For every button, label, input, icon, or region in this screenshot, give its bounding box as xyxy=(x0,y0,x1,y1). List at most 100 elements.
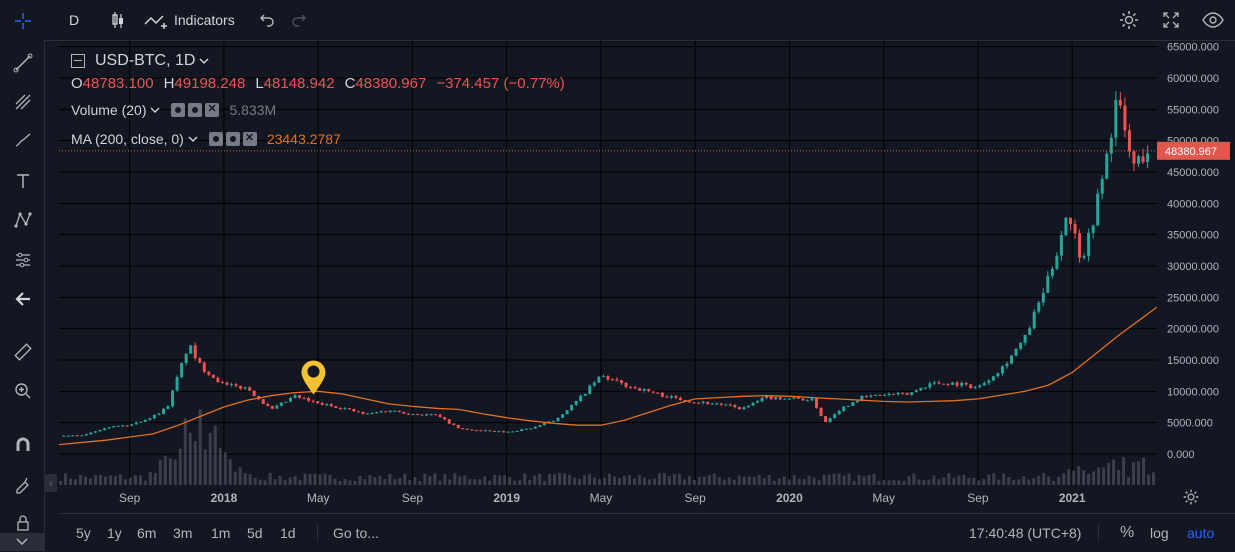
range-1d[interactable]: 1d xyxy=(280,525,296,541)
trend-line-icon[interactable] xyxy=(12,52,34,74)
percent-toggle[interactable]: % xyxy=(1120,524,1135,541)
time-axis-settings-button[interactable] xyxy=(1182,488,1200,509)
goto-button[interactable]: Go to... xyxy=(333,525,379,541)
chevron-down-icon[interactable] xyxy=(187,134,199,144)
candle-body xyxy=(642,389,646,391)
candle-body xyxy=(1100,178,1104,194)
volume-bar xyxy=(802,479,806,485)
candle-body xyxy=(334,406,338,408)
volume-bar xyxy=(93,474,97,485)
last-price-label: 48380.967 xyxy=(1165,146,1217,158)
gear-icon[interactable] xyxy=(225,132,240,146)
volume-bar xyxy=(568,474,572,485)
auto-toggle[interactable]: auto xyxy=(1187,525,1215,541)
candle-body xyxy=(742,407,746,410)
crosshair-icon[interactable] xyxy=(12,10,34,32)
high-key: H xyxy=(163,75,175,92)
settings-button[interactable] xyxy=(1118,0,1140,40)
range-5y[interactable]: 5y xyxy=(76,525,91,541)
volume-bar xyxy=(927,479,931,485)
range-1y[interactable]: 1y xyxy=(107,525,122,541)
candle-body xyxy=(266,404,270,407)
log-toggle[interactable]: log xyxy=(1150,525,1169,541)
clock[interactable]: 17:40:48 (UTC+8) xyxy=(969,525,1082,541)
lock-drawings-icon[interactable] xyxy=(12,473,34,495)
visibility-button[interactable] xyxy=(1202,0,1224,40)
volume-bar xyxy=(438,480,442,485)
volume-bar xyxy=(388,473,392,485)
indicators-button[interactable]: Indicators xyxy=(144,0,235,40)
ruler-icon[interactable] xyxy=(12,341,34,363)
candle-body xyxy=(1114,99,1118,138)
gear-icon[interactable] xyxy=(188,103,203,117)
candle-body xyxy=(298,395,302,399)
candle-body xyxy=(624,382,628,387)
price-chart[interactable] xyxy=(59,41,1157,485)
range-3m[interactable]: 3m xyxy=(173,525,193,541)
close-icon[interactable] xyxy=(205,102,220,117)
candle-body xyxy=(946,383,950,385)
candle-body xyxy=(533,426,537,429)
redo-button[interactable] xyxy=(289,0,307,40)
volume-bar xyxy=(458,476,462,485)
symbol-title[interactable]: USD-BTC, 1D xyxy=(95,52,196,69)
candle-body xyxy=(556,417,560,422)
volume-bar xyxy=(138,475,142,485)
volume-bar xyxy=(1022,476,1026,485)
fullscreen-button[interactable] xyxy=(1161,0,1181,40)
candle-body xyxy=(184,353,188,364)
candle-body xyxy=(524,428,528,430)
range-5d[interactable]: 5d xyxy=(247,525,263,541)
eye-icon[interactable] xyxy=(208,132,223,146)
volume-bar xyxy=(732,479,736,485)
back-arrow-icon[interactable] xyxy=(12,288,34,310)
candle-body xyxy=(692,402,696,404)
marker-hole xyxy=(307,365,320,378)
lock-icon[interactable] xyxy=(12,512,34,534)
volume-bar xyxy=(68,478,72,485)
volume-bar xyxy=(877,480,881,485)
range-1m[interactable]: 1m xyxy=(211,525,231,541)
interval-button[interactable]: D xyxy=(69,12,80,28)
candle-body xyxy=(529,428,533,430)
candle-body xyxy=(520,429,524,432)
candle-body xyxy=(810,398,814,401)
candle-body xyxy=(973,386,977,388)
expand-toolbar-button[interactable] xyxy=(0,533,44,551)
collapse-legend-icon[interactable] xyxy=(71,54,85,68)
prediction-icon[interactable] xyxy=(12,249,34,271)
candle-body xyxy=(320,403,324,406)
volume-bar xyxy=(922,479,926,485)
price-tick-label: 45000.000 xyxy=(1167,167,1219,179)
zoom-in-icon[interactable] xyxy=(12,380,34,402)
candle-body xyxy=(261,399,265,405)
time-axis[interactable]: Sep 2018 May Sep 2019 May Sep 2020 May Sep 2021 xyxy=(59,485,1157,511)
volume-bar xyxy=(1152,472,1156,485)
eye-icon[interactable] xyxy=(171,103,186,117)
text-tool-icon[interactable] xyxy=(12,170,34,192)
collapse-panel-button[interactable]: ‹ xyxy=(45,474,57,492)
volume-bar xyxy=(403,473,407,485)
price-tick-label: 0.000 xyxy=(1167,449,1195,461)
volume-bar xyxy=(148,471,152,485)
magnet-icon[interactable] xyxy=(12,434,34,456)
ma-label[interactable]: MA (200, close, 0) xyxy=(71,131,184,147)
candle-body xyxy=(379,411,383,413)
pattern-icon[interactable] xyxy=(12,209,34,231)
volume-bar xyxy=(603,477,607,485)
volume-bar xyxy=(997,479,1001,485)
chart-style-button[interactable] xyxy=(108,0,128,40)
volume-bar xyxy=(313,473,317,485)
candle-body xyxy=(1005,363,1009,367)
price-axis[interactable]: 65000.00060000.00055000.00050000.0004500… xyxy=(1157,41,1235,485)
close-icon[interactable] xyxy=(242,131,257,146)
candle-body xyxy=(1000,366,1004,374)
pitchfork-icon[interactable] xyxy=(12,91,34,113)
range-6m[interactable]: 6m xyxy=(137,525,157,541)
undo-button[interactable] xyxy=(259,0,277,40)
brush-icon[interactable] xyxy=(12,130,34,152)
volume-label[interactable]: Volume (20) xyxy=(71,102,147,118)
candle-body xyxy=(901,392,905,394)
chevron-down-icon[interactable] xyxy=(198,56,210,66)
chevron-down-icon[interactable] xyxy=(149,105,161,115)
